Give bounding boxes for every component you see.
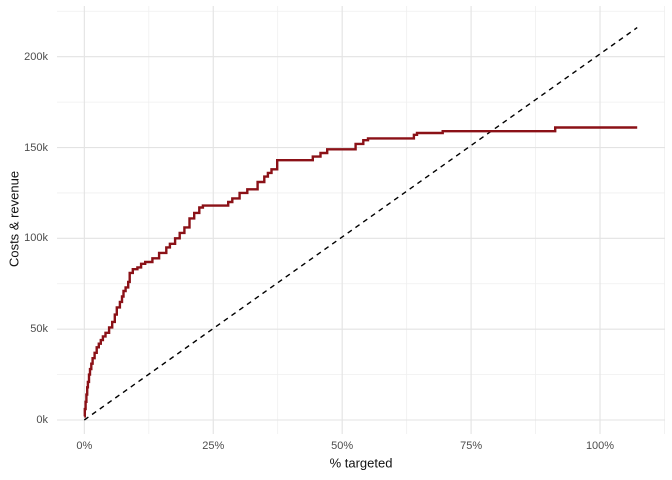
x-tick-label: 100%: [585, 440, 615, 452]
y-tick-label: 50k: [30, 323, 48, 336]
x-tick-label: 25%: [202, 440, 225, 452]
x-tick-label: 0%: [76, 440, 93, 452]
x-tick-label: 50%: [331, 440, 354, 452]
x-tick-label: 75%: [460, 440, 483, 452]
y-tick-label: 0k: [36, 414, 48, 426]
y-tick-label: 100k: [24, 232, 48, 245]
y-tick-label: 200k: [24, 50, 48, 63]
cumulative-revenue-line: [83, 126, 638, 418]
costs-line: [83, 27, 638, 421]
y-tick-label: 150k: [24, 141, 48, 154]
x-axis-title: % targeted: [329, 455, 393, 471]
y-axis-title: Costs & revenue: [6, 170, 22, 268]
